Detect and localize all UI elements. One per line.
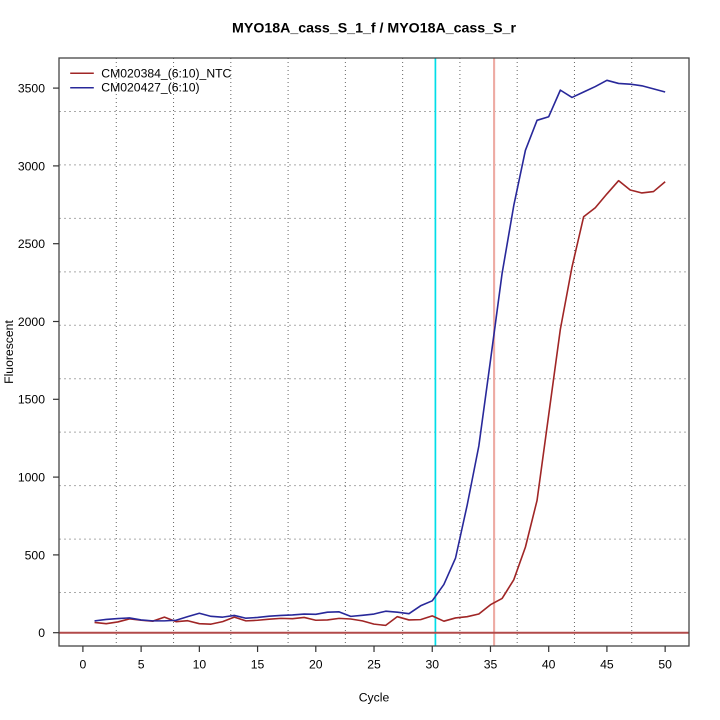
- svg-text:1000: 1000: [18, 471, 45, 485]
- svg-text:20: 20: [309, 658, 323, 672]
- svg-text:Cycle: Cycle: [359, 691, 390, 705]
- svg-text:40: 40: [542, 658, 556, 672]
- svg-text:3000: 3000: [18, 159, 45, 173]
- svg-text:25: 25: [367, 658, 381, 672]
- svg-text:0: 0: [38, 626, 45, 640]
- svg-text:15: 15: [251, 658, 265, 672]
- svg-text:1500: 1500: [18, 393, 45, 407]
- svg-text:2500: 2500: [18, 237, 45, 251]
- svg-text:5: 5: [138, 658, 145, 672]
- svg-text:CM020427_(6:10): CM020427_(6:10): [101, 81, 199, 95]
- svg-text:2000: 2000: [18, 315, 45, 329]
- svg-text:10: 10: [193, 658, 207, 672]
- svg-text:0: 0: [80, 658, 87, 672]
- svg-text:3500: 3500: [18, 82, 45, 96]
- svg-text:50: 50: [658, 658, 672, 672]
- svg-text:CM020384_(6:10)_NTC: CM020384_(6:10)_NTC: [101, 66, 231, 80]
- svg-text:35: 35: [484, 658, 498, 672]
- svg-text:MYO18A_cass_S_1_f / MYO18A_cas: MYO18A_cass_S_1_f / MYO18A_cass_S_r: [232, 20, 516, 36]
- svg-text:30: 30: [425, 658, 439, 672]
- svg-text:45: 45: [600, 658, 614, 672]
- svg-text:500: 500: [25, 548, 46, 562]
- svg-text:Fluorescent: Fluorescent: [2, 320, 16, 384]
